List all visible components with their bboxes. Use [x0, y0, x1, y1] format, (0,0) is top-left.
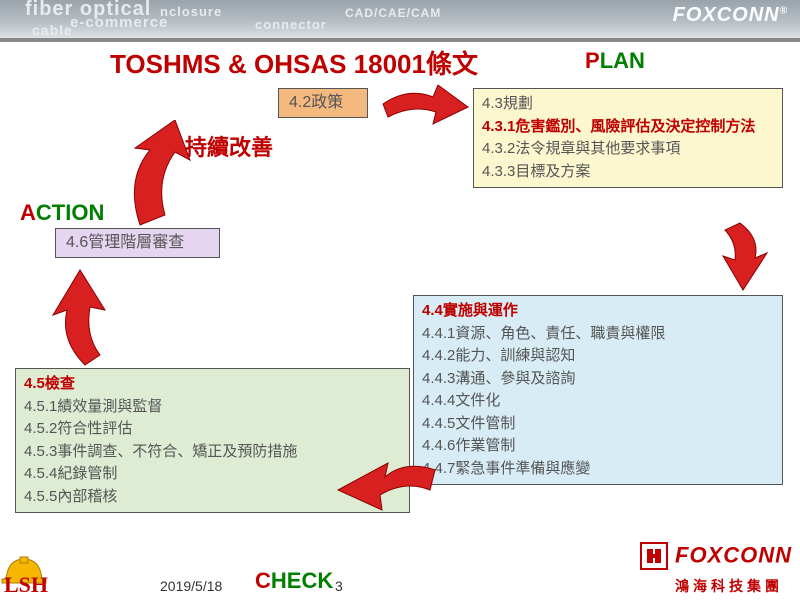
box-policy: 4.2政策 [278, 88, 368, 118]
arrow-policy-to-plan [378, 82, 473, 127]
box-plan: 4.3規劃 4.3.1危害鑑別、風險評估及決定控制方法 4.3.2法令規章與其他… [473, 88, 783, 188]
header-watermark: cable [32, 22, 73, 38]
slide-header: FOXCONN® fiber opticale-commercecablencl… [0, 0, 800, 38]
plan-label: PLAN [585, 48, 645, 74]
arrow-action-to-policy [120, 120, 215, 230]
footer-date: 2019/5/18 [160, 578, 222, 594]
header-watermark: nclosure [160, 4, 222, 19]
arrow-do-to-check [330, 455, 440, 520]
header-watermark: connector [255, 17, 327, 32]
box-do: 4.4實施與運作 4.4.1資源、角色、責任、職責與權限 4.4.2能力、訓練與… [413, 295, 783, 485]
foxconn-logo: FOXCONN® [673, 4, 788, 27]
header-watermark: e-commerce [70, 14, 168, 31]
arrow-check-to-action [45, 265, 125, 370]
box-review: 4.6管理階層審查 [55, 228, 220, 258]
lsh-label: LSH [4, 572, 48, 598]
arrow-plan-to-do [705, 218, 775, 298]
action-label: ACTION [20, 200, 104, 226]
header-watermark: CAD/CAE/CAM [345, 6, 441, 20]
check-label: CHECK [255, 568, 333, 594]
page-title: TOSHMS & OHSAS 18001條文 [110, 44, 478, 81]
foxconn-footer-logo: FOXCONN 鴻海科技集團 [639, 541, 792, 596]
header-divider [0, 38, 800, 42]
footer-page-number: 3 [335, 578, 343, 594]
